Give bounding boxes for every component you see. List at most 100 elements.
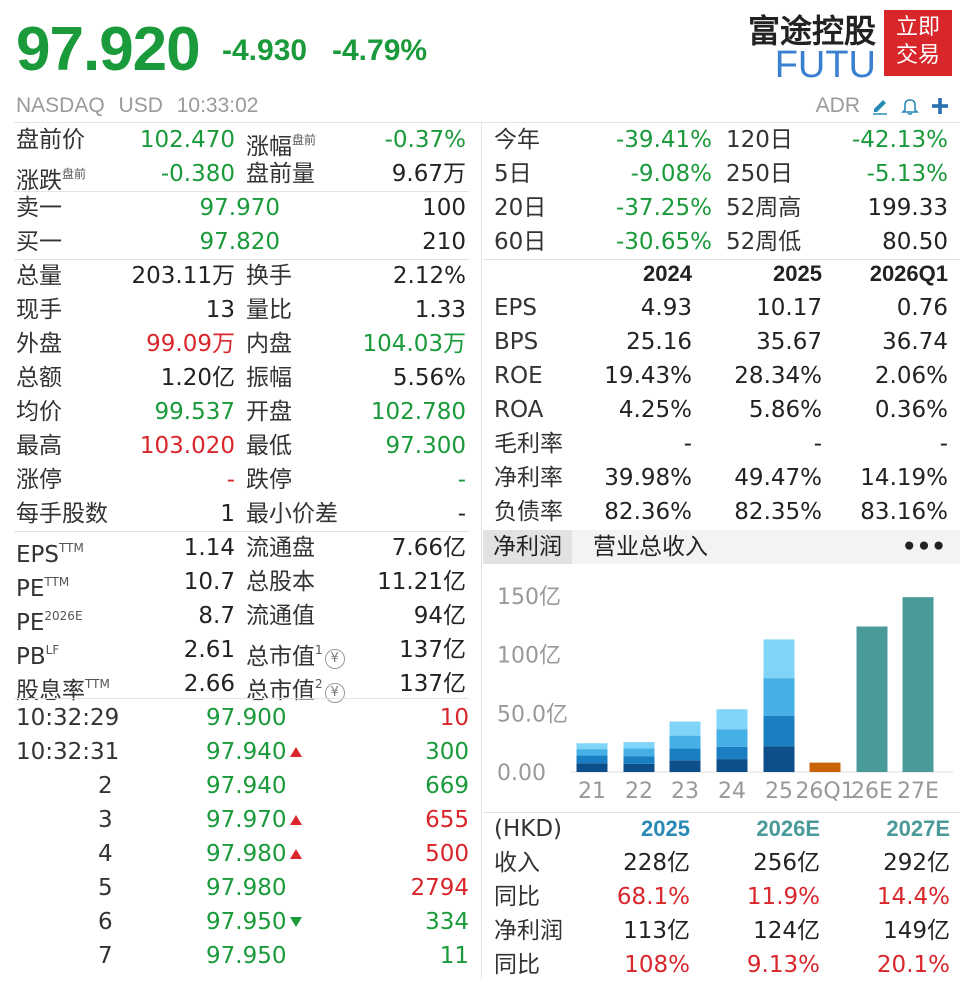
stat-value: 203.11万 <box>131 263 235 289</box>
stat-value: 1 <box>220 501 235 527</box>
change-amount-label: 涨跌盘前 <box>16 167 87 194</box>
adr-label[interactable]: ADR <box>815 94 860 117</box>
metric-value: 10.17 <box>756 295 822 321</box>
tick-price: 97.970 <box>206 803 303 837</box>
tick-price: 97.900 <box>206 705 287 731</box>
period-value: 199.33 <box>867 195 948 221</box>
forecast-value: 9.13% <box>746 952 820 978</box>
stat-value: 1.33 <box>414 297 466 323</box>
tick-seq: 2 <box>98 773 113 799</box>
tick-seq: 5 <box>98 875 113 901</box>
currency-label: USD <box>118 94 163 117</box>
tick-volume: 10 <box>439 705 469 731</box>
y-tick-label: 50.0亿 <box>497 702 568 727</box>
forecast-value: 68.1% <box>616 884 690 910</box>
ask-row[interactable]: 卖一 97.970 100 <box>16 191 468 225</box>
bar-segment <box>669 748 701 761</box>
period-value: -37.25% <box>616 195 712 221</box>
forecast-row: 同比 68.1% 11.9% 14.4% <box>494 880 960 914</box>
bar-segment <box>716 746 748 760</box>
valuation-row: PE2026E 8.7 流通值 94亿 <box>16 599 468 636</box>
tick-seq: 6 <box>98 909 113 935</box>
tick-price: 97.980 <box>206 875 287 901</box>
valuation-label: 总股本 <box>246 569 315 595</box>
tick-volume: 300 <box>425 739 469 765</box>
bell-icon[interactable] <box>900 96 920 116</box>
x-tick-label: 26Q1 <box>795 779 854 804</box>
metric-value: - <box>683 431 692 457</box>
edit-icon[interactable] <box>870 96 890 116</box>
tab-revenue[interactable]: 营业总收入 <box>593 534 708 560</box>
ask-label: 卖一 <box>16 195 62 221</box>
period-value: 80.50 <box>882 229 948 255</box>
bar-segment <box>716 709 748 730</box>
metric-value: - <box>813 431 822 457</box>
header-divider <box>14 122 960 123</box>
bar-segment <box>576 763 608 772</box>
tick-row: 4 97.980 500 <box>16 837 471 871</box>
change-amount-row: 涨跌盘前 -0.380 盘前量 9.67万 <box>16 157 468 194</box>
stat-value: 104.03万 <box>362 331 466 357</box>
plus-icon[interactable] <box>930 96 950 116</box>
bar-segment <box>763 639 795 679</box>
forecast-value: 292亿 <box>883 850 950 876</box>
forecast-label: 同比 <box>494 952 540 978</box>
fundamentals-row: BPS 25.16 35.67 36.74 <box>494 325 950 359</box>
period-label: 60日 <box>494 229 547 255</box>
forecast-value: 11.9% <box>746 884 820 910</box>
bid-row[interactable]: 买一 97.820 210 <box>16 225 468 259</box>
currency-toggle-icon[interactable]: ¥ <box>324 649 345 669</box>
year-header: 2026Q1 <box>869 261 948 286</box>
exchange-label: NASDAQ <box>16 94 105 117</box>
divider <box>14 698 469 699</box>
stat-row: 均价 99.537 开盘 102.780 <box>16 395 468 429</box>
stat-label: 均价 <box>16 399 62 425</box>
period-label: 今年 <box>494 127 540 153</box>
more-options-icon[interactable]: ••• <box>901 534 946 560</box>
tick-price: 97.980 <box>206 837 303 871</box>
tab-net-profit[interactable]: 净利润 <box>483 530 572 564</box>
stat-label: 现手 <box>16 297 62 323</box>
stat-value: 99.09万 <box>146 331 235 357</box>
stat-value: 99.537 <box>154 399 235 425</box>
x-tick-label: 25 <box>765 779 793 804</box>
tick-volume: 500 <box>425 841 469 867</box>
tick-row: 2 97.940 669 <box>16 769 471 803</box>
fundamentals-row: 负债率 82.36% 82.35% 83.16% <box>494 495 950 529</box>
divider <box>483 812 960 813</box>
forecast-row: 收入 228亿 256亿 292亿 <box>494 846 960 880</box>
metric-value: 83.16% <box>860 499 948 525</box>
stat-value: 103.020 <box>139 433 235 459</box>
trade-now-button[interactable]: 立即 交易 <box>884 10 952 76</box>
forecast-value: 20.1% <box>876 952 950 978</box>
stat-label: 最低 <box>246 433 292 459</box>
performance-row: 今年 -39.41% 120日 -42.13% <box>494 123 950 157</box>
trade-button-line2: 交易 <box>895 43 940 68</box>
fundamentals-row: EPS 4.93 10.17 0.76 <box>494 291 950 325</box>
tick-volume: 655 <box>425 807 469 833</box>
stat-label: 振幅 <box>246 365 292 391</box>
stat-label: 开盘 <box>246 399 292 425</box>
period-value: -9.08% <box>630 161 712 187</box>
premarket-price-label: 盘前价 <box>16 127 85 153</box>
period-label: 52周低 <box>726 229 802 255</box>
valuation-label: 流通值 <box>246 603 315 629</box>
tick-row: 10:32:29 97.900 10 <box>16 701 471 735</box>
metric-label: BPS <box>494 329 539 355</box>
change-rate-value: -0.37% <box>384 127 466 153</box>
metric-value: 0.36% <box>874 397 948 423</box>
tick-volume: 11 <box>439 943 469 969</box>
bar-segment <box>669 735 701 749</box>
forecast-row: 同比 108% 9.13% 20.1% <box>494 948 960 982</box>
bar-segment <box>669 721 701 736</box>
currency-toggle-icon[interactable]: ¥ <box>324 683 345 703</box>
tick-row: 5 97.980 2794 <box>16 871 471 905</box>
valuation-label: PBLF <box>16 643 60 670</box>
valuation-value: 94亿 <box>413 603 466 629</box>
bar-segment <box>623 748 655 757</box>
forecast-row: 净利润 113亿 124亿 149亿 <box>494 914 960 948</box>
premarket-vol-label: 盘前量 <box>246 161 315 187</box>
valuation-label: PE2026E <box>16 609 83 636</box>
bar-segment <box>623 756 655 764</box>
stat-row: 总量 203.11万 换手 2.12% <box>16 259 468 293</box>
